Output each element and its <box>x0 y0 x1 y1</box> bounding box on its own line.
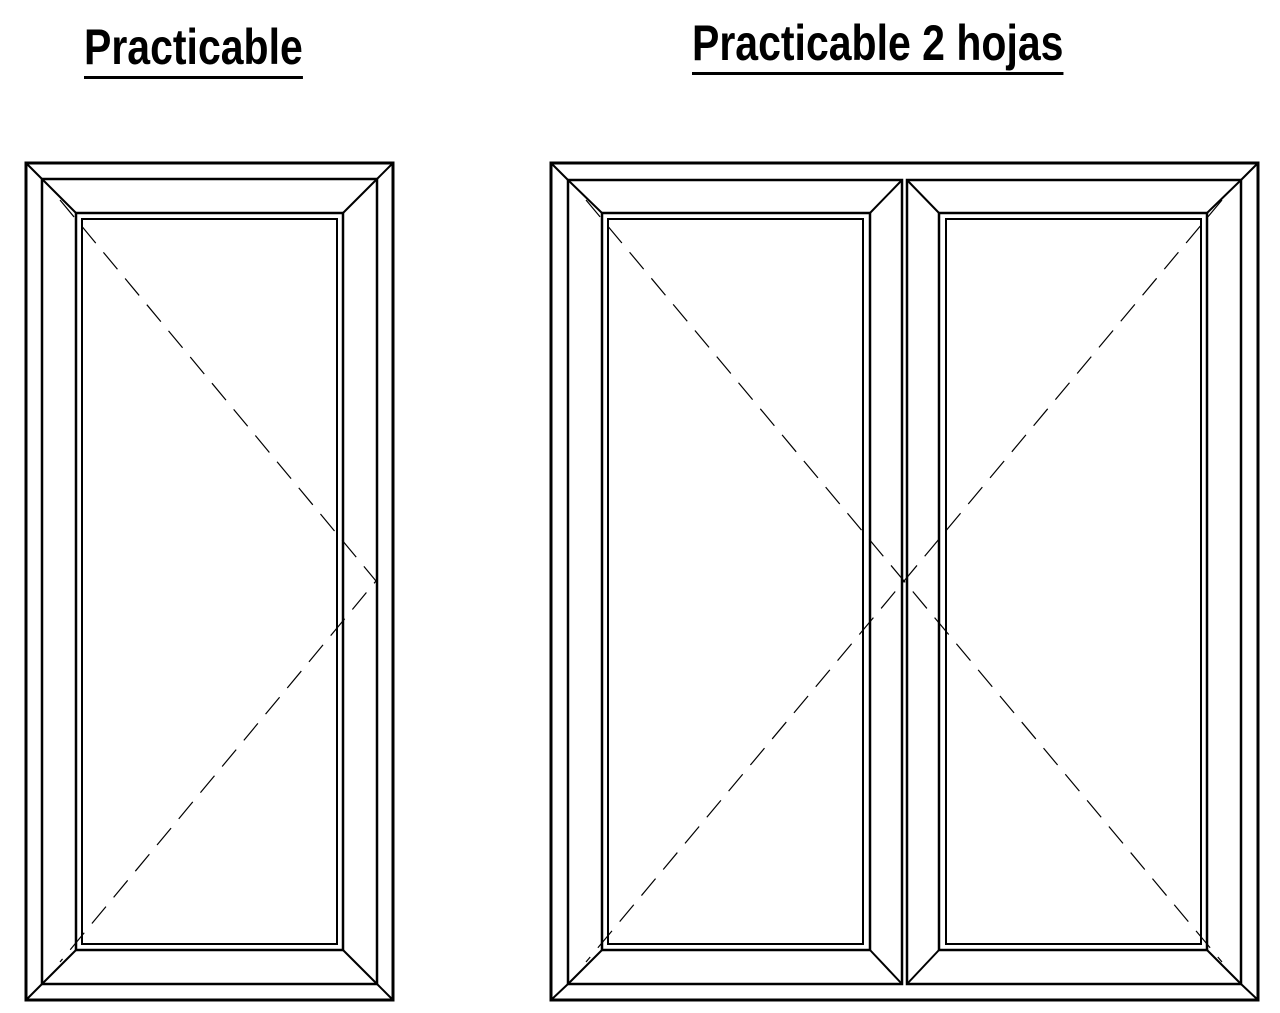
glass-pane <box>81 218 338 945</box>
miter-line <box>1206 949 1242 985</box>
miter-line <box>550 162 569 181</box>
double-casement-window <box>549 161 1260 1002</box>
title-practicable: Practicable <box>84 22 303 79</box>
miter-line <box>567 179 603 214</box>
miter-line <box>41 178 77 214</box>
right-sash <box>905 178 1243 986</box>
miter-line <box>906 949 940 985</box>
single-casement-window <box>24 161 395 1002</box>
sash-frame <box>566 178 904 986</box>
miter-line <box>342 949 378 985</box>
glass-pane <box>607 218 864 945</box>
miter-line <box>41 949 77 985</box>
miter-line <box>25 162 43 180</box>
glazing-bead <box>600 211 872 952</box>
opening-direction-marker <box>59 199 377 963</box>
glazing-bead <box>937 211 1209 952</box>
miter-line <box>567 949 603 985</box>
opening-direction-marker-left <box>585 199 905 963</box>
miter-line <box>550 983 569 1001</box>
left-sash <box>566 178 904 986</box>
sash-frame <box>40 177 379 986</box>
title-practicable-2-hojas: Practicable 2 hojas <box>692 18 1064 75</box>
miter-line <box>376 983 394 1001</box>
glass-pane <box>945 218 1202 945</box>
glazing-bead <box>74 211 345 952</box>
miter-line <box>1240 162 1259 181</box>
miter-line <box>869 949 903 985</box>
miter-line <box>1206 179 1242 214</box>
sash-frame <box>905 178 1243 986</box>
miter-line <box>1240 983 1259 1001</box>
outer-frame <box>24 161 395 1002</box>
miter-line <box>906 179 940 214</box>
miter-line <box>376 162 394 180</box>
miter-line <box>869 179 903 214</box>
miter-line <box>342 178 378 214</box>
miter-line <box>25 983 43 1001</box>
opening-direction-marker-right <box>903 199 1223 963</box>
outer-frame <box>549 161 1260 1002</box>
